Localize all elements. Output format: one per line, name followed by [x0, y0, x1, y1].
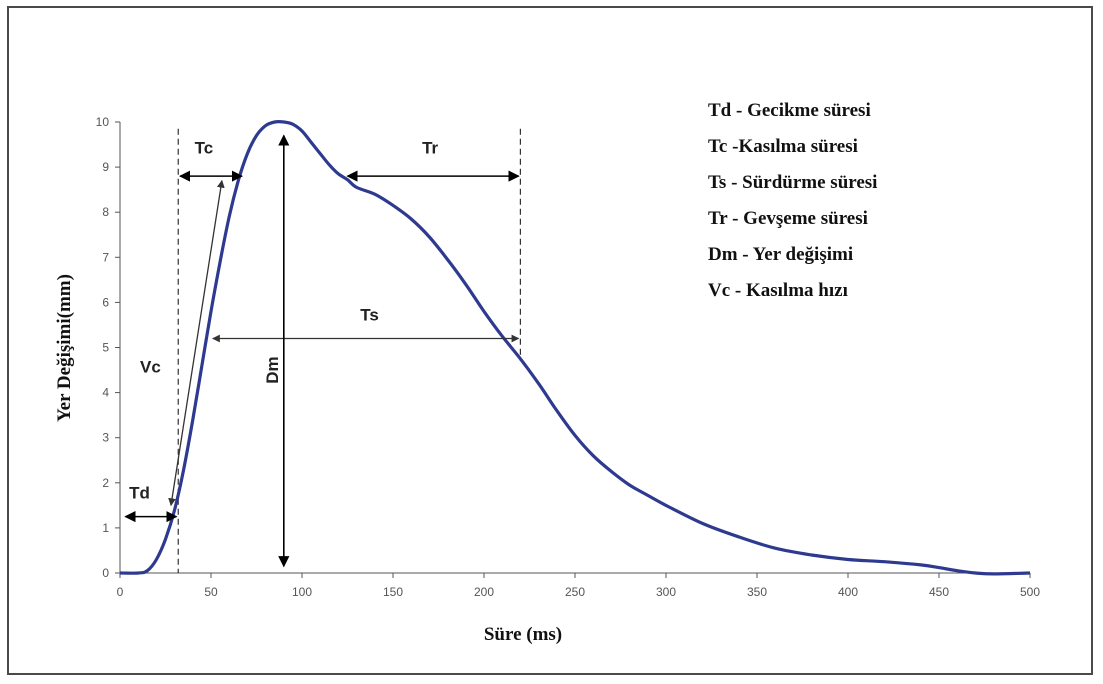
displacement-curve: [119, 120, 1031, 576]
y-tick-label: 2: [102, 476, 109, 490]
x-tick-label: 500: [1020, 585, 1040, 599]
y-tick-label: 1: [102, 521, 109, 535]
x-tick-label: 0: [117, 585, 124, 599]
x-tick-label: 50: [204, 585, 218, 599]
ts-label: Ts: [360, 305, 379, 324]
y-tick-label: 3: [102, 431, 109, 445]
legend-item: Tr - Gevşeme süresi: [708, 208, 868, 229]
legend-item: Td - Gecikme süresi: [708, 100, 871, 121]
x-axis-title: Süre (ms): [484, 624, 562, 645]
y-tick-label: 9: [102, 160, 109, 174]
x-tick-label: 450: [929, 585, 949, 599]
x-tick-labels: 0 50 100 150 200 250 300 350 400 450 500: [117, 573, 1040, 599]
tr-label: Tr: [422, 139, 438, 158]
axes: [119, 122, 1030, 574]
y-tick-label: 6: [102, 295, 109, 309]
y-axis-title: Yer Değişimi(mm): [54, 274, 75, 422]
x-tick-label: 200: [474, 585, 494, 599]
x-tick-label: 300: [656, 585, 676, 599]
y-tick-label: 5: [102, 341, 109, 355]
y-tick-label: 0: [102, 566, 109, 580]
tc-label: Tc: [195, 139, 214, 158]
x-tick-label: 250: [565, 585, 585, 599]
y-tick-label: 7: [102, 250, 109, 264]
annotations: Td Tc Tr Ts Dm Vc: [124, 134, 520, 568]
y-tick-label: 10: [96, 115, 110, 129]
x-tick-label: 350: [747, 585, 767, 599]
legend-item: Ts - Sürdürme süresi: [708, 172, 877, 193]
y-tick-label: 8: [102, 205, 109, 219]
x-tick-label: 150: [383, 585, 403, 599]
td-label: Td: [129, 484, 150, 503]
x-tick-label: 400: [838, 585, 858, 599]
x-tick-label: 100: [292, 585, 312, 599]
vc-arrow: [168, 179, 225, 507]
vc-label: Vc: [140, 357, 161, 376]
dm-label: Dm: [263, 356, 282, 383]
y-tick-labels: 0 1 2 3 4 5 6 7 8 9 10: [96, 115, 120, 580]
legend-item: Vc - Kasılma hızı: [708, 280, 848, 301]
legend: Td - Gecikme süresi Tc -Kasılma süresi Ts …: [708, 100, 877, 301]
guide-lines: [177, 128, 522, 573]
y-tick-label: 4: [102, 386, 109, 400]
legend-item: Dm - Yer değişimi: [708, 244, 853, 265]
legend-item: Tc -Kasılma süresi: [708, 136, 858, 157]
